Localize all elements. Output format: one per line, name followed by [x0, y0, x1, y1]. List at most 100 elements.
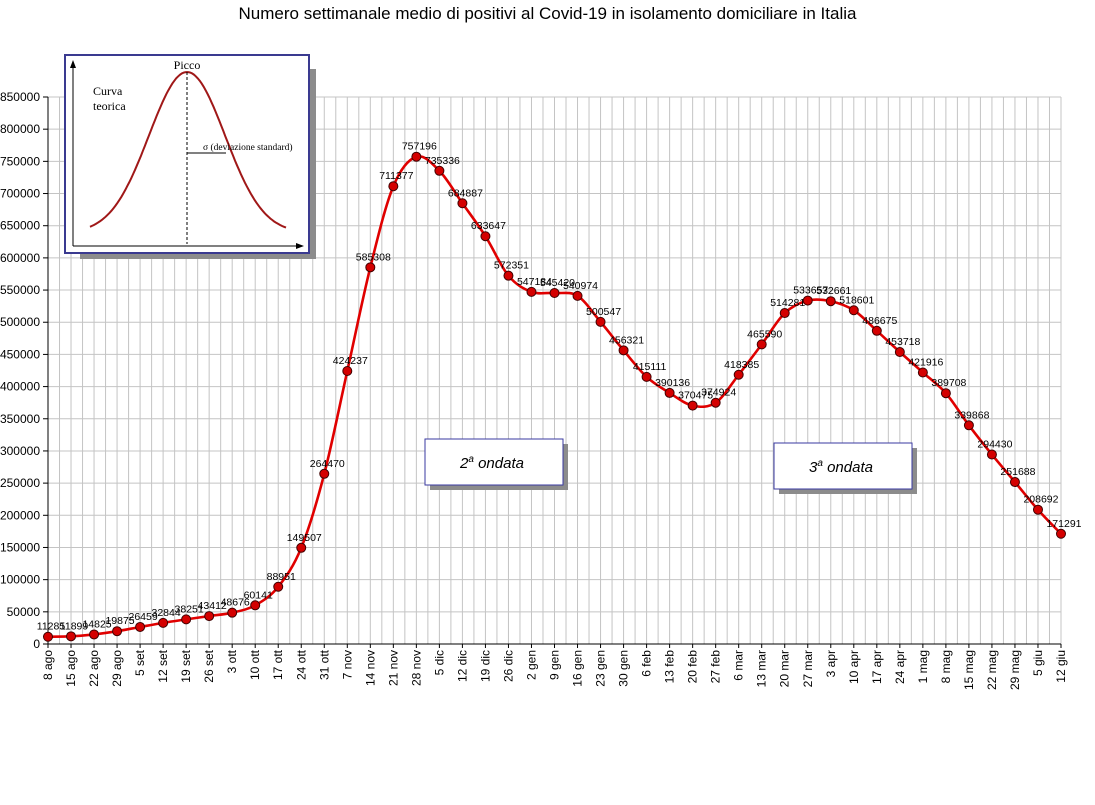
data-label: 633647 — [471, 220, 506, 232]
x-tick-label: 17 apr — [870, 650, 884, 684]
inset-curve-label-1: Curva — [93, 84, 123, 98]
x-tick-label: 8 ago — [41, 650, 55, 680]
data-label: 757196 — [402, 141, 437, 153]
y-tick-label: 450000 — [0, 347, 40, 361]
x-tick-label: 6 feb — [640, 650, 654, 677]
data-label: 43412 — [198, 600, 227, 612]
annotation-2nd-wave: 2a ondata — [424, 438, 568, 490]
data-label: 251688 — [1000, 466, 1035, 478]
x-tick-label: 20 mar — [778, 650, 792, 687]
x-tick-label: 10 apr — [847, 650, 861, 684]
y-tick-label: 650000 — [0, 219, 40, 233]
x-tick-label: 19 set — [179, 649, 193, 682]
x-tick-label: 21 nov — [386, 650, 400, 686]
data-point — [66, 631, 77, 642]
x-tick-label: 12 set — [156, 649, 170, 682]
data-point — [135, 621, 146, 632]
data-point — [1056, 528, 1066, 539]
data-point — [963, 420, 974, 431]
data-label: 149507 — [287, 532, 322, 544]
data-label: 415111 — [633, 361, 667, 373]
data-label: 421916 — [908, 356, 943, 368]
data-point — [204, 611, 215, 622]
y-tick-label: 850000 — [0, 90, 40, 104]
data-label: 514281 — [770, 297, 805, 309]
data-label: 735336 — [425, 155, 460, 167]
data-point — [273, 581, 284, 592]
data-point — [572, 290, 583, 301]
y-tick-label: 400000 — [0, 380, 40, 394]
x-tick-label: 20 feb — [686, 650, 700, 684]
data-label: 547184 — [517, 276, 552, 288]
y-tick-label: 800000 — [0, 122, 40, 136]
data-point — [940, 388, 951, 399]
x-tick-label: 19 dic — [478, 650, 492, 682]
x-tick-label: 5 set — [133, 649, 147, 676]
data-label: 264470 — [310, 458, 345, 470]
x-tick-label: 15 mag — [962, 650, 976, 690]
inset-peak-label: Picco — [174, 58, 201, 72]
data-label: 11899 — [60, 620, 89, 632]
x-tick-label: 22 mag — [985, 650, 999, 690]
x-tick-label: 29 mag — [1008, 650, 1022, 690]
data-label: 390136 — [655, 377, 690, 389]
data-label: 533657 — [793, 285, 828, 297]
x-tick-label: 7 nov — [340, 650, 354, 679]
data-label: 38251 — [175, 603, 204, 615]
axes — [43, 96, 1062, 648]
data-label: 572351 — [494, 260, 529, 272]
data-label: 545420 — [540, 277, 575, 289]
y-tick-labels: 0 50000 100000 150000 200000 250000 300000 3500… — [0, 90, 40, 651]
data-point — [802, 295, 813, 306]
data-point — [250, 600, 261, 611]
data-point — [687, 400, 698, 411]
x-tick-label: 17 ott — [271, 649, 285, 680]
data-point — [664, 387, 675, 398]
inset-bell-curve — [89, 71, 287, 229]
data-point — [411, 151, 422, 162]
data-point — [618, 345, 629, 356]
y-tick-label: 350000 — [0, 412, 40, 426]
data-labels: 1128511899148251987526459328443825143412… — [37, 141, 1082, 633]
inset-x-arrow — [296, 243, 304, 249]
annotation-3rd-wave: 3a ondata — [773, 442, 917, 494]
data-point — [296, 542, 307, 553]
y-tick-label: 500000 — [0, 315, 40, 329]
y-tick-label: 50000 — [7, 605, 41, 619]
chart-title: Numero settimanale medio di positivi al … — [238, 4, 857, 23]
data-point — [89, 629, 100, 640]
x-tick-label: 13 feb — [663, 650, 677, 684]
data-label: 32844 — [152, 607, 181, 619]
x-tick-label: 12 dic — [455, 650, 469, 682]
data-point — [227, 607, 238, 618]
data-point — [365, 262, 376, 273]
data-label: 456321 — [609, 334, 644, 346]
data-label: 11285 — [37, 621, 66, 633]
data-label: 465590 — [747, 328, 782, 340]
x-tick-label: 3 apr — [824, 650, 838, 677]
inset-sigma-label: σ (deviazione standard) — [203, 142, 293, 153]
x-tick-label: 12 giu — [1054, 650, 1068, 683]
data-label: 500547 — [586, 306, 621, 318]
data-label: 14825 — [82, 618, 111, 630]
x-tick-label: 9 gen — [548, 650, 562, 680]
data-label: 374924 — [701, 387, 736, 399]
data-point — [710, 397, 721, 408]
data-point — [503, 270, 514, 281]
data-label: 518601 — [839, 294, 874, 306]
inset-y-arrow — [70, 60, 76, 68]
x-tick-label: 24 apr — [893, 650, 907, 684]
data-point — [986, 449, 997, 460]
data-label: 540974 — [563, 280, 598, 292]
inset-curve-label-2: teorica — [93, 99, 126, 113]
y-tick-label: 250000 — [0, 476, 40, 490]
data-label: 26459 — [128, 611, 157, 623]
data-point — [825, 296, 836, 307]
data-point — [894, 347, 905, 358]
x-tick-label: 5 dic — [432, 650, 446, 675]
series-line — [47, 154, 1062, 639]
x-tick-label: 15 ago — [64, 650, 78, 687]
x-tick-label: 6 mar — [732, 650, 746, 681]
x-tick-label: 24 ott — [294, 649, 308, 680]
x-tick-label: 3 ott — [225, 649, 239, 673]
